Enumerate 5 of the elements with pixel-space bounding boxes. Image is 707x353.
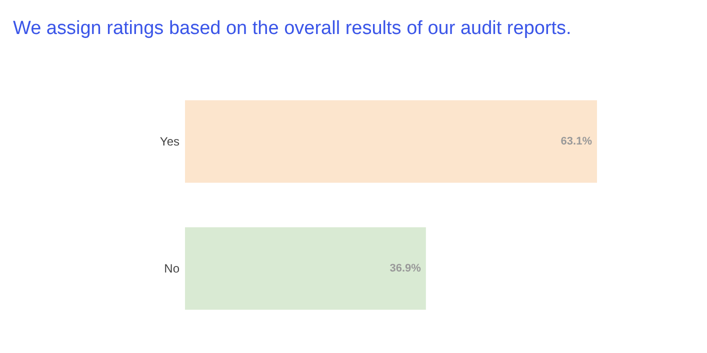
data-label: 63.1% [560,136,592,148]
y-tick-label: Yes [160,134,180,148]
y-tick-label: No [164,262,180,276]
data-label: 36.9% [390,262,422,274]
chart-title: We assign ratings based on the overall results of our audit reports. [13,18,572,40]
